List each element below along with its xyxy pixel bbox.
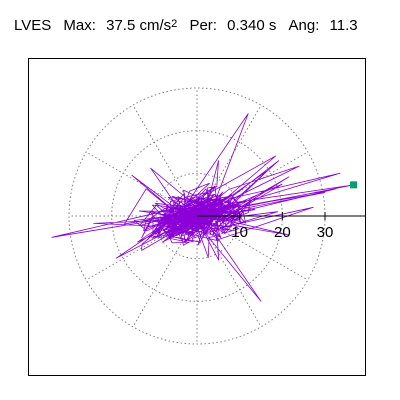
angle-label: Ang:	[288, 17, 320, 34]
period-value: 0.340 s	[227, 17, 277, 34]
station-code: LVES	[14, 17, 52, 34]
max-marker	[350, 181, 358, 189]
particle-motion-trace	[51, 113, 354, 302]
radial-tick-label-30: 30	[317, 224, 334, 241]
chart-header: LVES Max: 37.5 cm/s2 Per: 0.340 s Ang: 1…	[14, 16, 358, 37]
max-unit-exponent: 2	[171, 18, 178, 30]
max-label: Max:	[63, 17, 96, 34]
angle-value: 11.3	[329, 17, 358, 34]
radial-tick-label-20: 20	[274, 224, 291, 241]
plot-frame: 10 20 30	[28, 58, 366, 376]
max-value: 37.5 cm/s	[106, 17, 172, 34]
radial-tick-label-10: 10	[231, 224, 248, 241]
grid-spoke-300	[196, 215, 262, 328]
period-label: Per:	[189, 17, 217, 34]
particle-motion-chart: 10 20 30	[51, 87, 365, 345]
